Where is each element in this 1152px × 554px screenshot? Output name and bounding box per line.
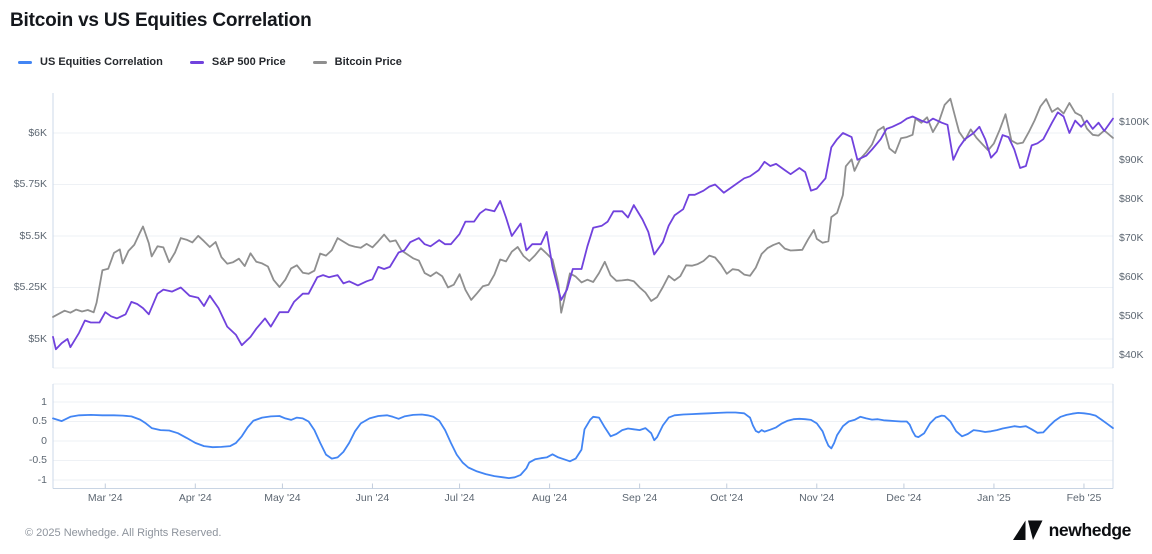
legend-item-label: S&P 500 Price [211, 56, 286, 68]
newhedge-logo-icon [1012, 520, 1043, 540]
legend-dash-icon [189, 60, 204, 64]
series-bitcoin-price [52, 97, 1114, 318]
series-us-equities-correlation [52, 411, 1114, 480]
legend-dash-icon [18, 60, 32, 64]
legend-item-us-equities-correlation[interactable]: US Equities Correlation [18, 56, 163, 68]
legend-item-label: Bitcoin Price [334, 56, 402, 68]
legend-item-bitcoin-price[interactable]: Bitcoin Price [312, 56, 402, 68]
legend-item-s-p-500-price[interactable]: S&P 500 Price [189, 56, 286, 68]
series-s-p-500-price [52, 111, 1114, 351]
copyright-text: © 2025 Newhedge. All Rights Reserved. [25, 527, 222, 539]
newhedge-logo-text: newhedge [1048, 520, 1132, 540]
newhedge-logo: newhedge [1012, 520, 1132, 541]
page-title: Bitcoin vs US Equities Correlation [10, 10, 312, 31]
legend-dash-icon [312, 60, 327, 64]
legend-item-label: US Equities Correlation [40, 56, 163, 68]
legend: US Equities Correlation S&P 500 Price Bitc… [18, 56, 402, 68]
